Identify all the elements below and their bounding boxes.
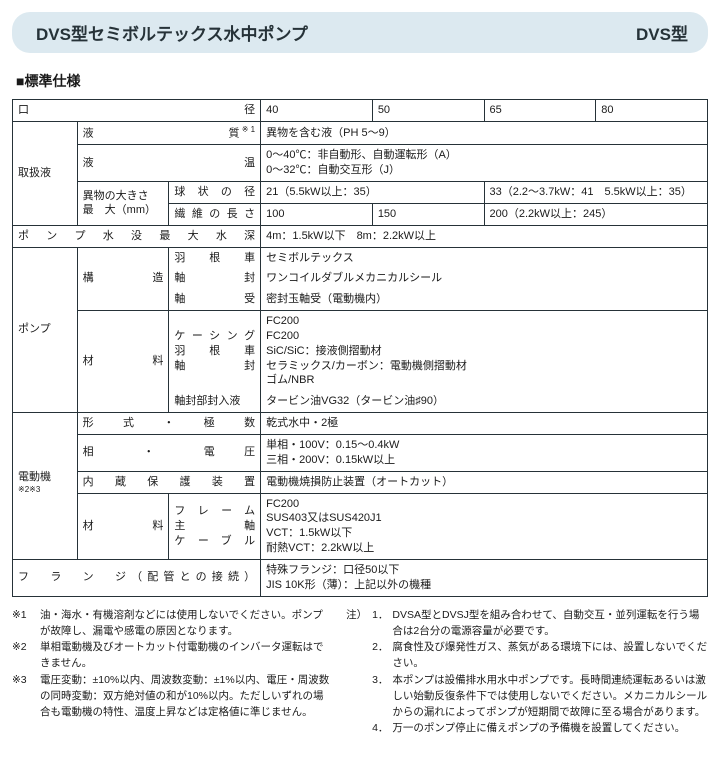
- section-heading: ■標準仕様: [16, 71, 708, 91]
- motor-mat-sub: フレーム 主軸 ケーブル: [169, 493, 261, 559]
- flange-value: 特殊フランジ：口径50以下JIS 10K形（薄）：上記以外の機種: [261, 559, 708, 596]
- bearing-value: 密封玉軸受（電動機内）: [261, 289, 708, 310]
- depth-value: 4m：1.5kW以下 8m：2.2kW以上: [261, 225, 708, 247]
- liquid-quality-label: 液 質※1: [77, 121, 260, 145]
- page-title: DVS型セミボルテックス水中ポンプ: [36, 20, 308, 45]
- motor-category: 電動機※2※3: [13, 413, 78, 560]
- structure-label: 構 造: [77, 247, 169, 311]
- pump-category: ポンプ: [13, 247, 78, 413]
- seal-fluid-value: タービン油VG32（タービン油♯90）: [261, 391, 708, 412]
- type-poles-label: 形 式 ・ 極 数: [77, 413, 260, 435]
- col-65: 65: [484, 100, 596, 122]
- spec-table: 口 径 40 50 65 80 取扱液 液 質※1 異物を含む液（PH 5～9）…: [12, 99, 708, 597]
- liquid-temp-label: 液 温: [77, 145, 260, 182]
- liquid-category: 取扱液: [13, 121, 78, 225]
- motor-material-label: 材 料: [77, 493, 169, 559]
- caliber-label: 口 径: [13, 100, 261, 122]
- col-40: 40: [261, 100, 373, 122]
- shaft-seal-value: ワンコイルダブルメカニカルシール: [261, 268, 708, 289]
- pump-mat-sub1: ケーシング 羽 根 車 軸 封: [169, 311, 261, 392]
- phase-volt-label: 相 ・ 電 圧: [77, 435, 260, 472]
- sphere-4050: 21（5.5kW以上：35）: [261, 182, 484, 204]
- impeller-label: 羽 根 車: [169, 247, 261, 268]
- shaft-seal-label: 軸 封: [169, 268, 261, 289]
- pump-material-label: 材 料: [77, 311, 169, 413]
- motor-mat-value: FC200 SUS403又はSUS420J1 VCT：1.5kW以下 耐熱VCT…: [261, 493, 708, 559]
- flange-label: フ ラ ン ジ（配管との接続）: [13, 559, 261, 596]
- sphere-6580: 33（2.2～3.7kW：41 5.5kW以上：35）: [484, 182, 707, 204]
- fiber-40: 100: [261, 203, 373, 225]
- protection-value: 電動機焼損防止装置（オートカット）: [261, 471, 708, 493]
- bearing-label: 軸 受: [169, 289, 261, 310]
- pump-mat-val1: FC200 FC200 SiC/SiC：接液側摺動材 セラミックス/カーボン：電…: [261, 311, 708, 392]
- depth-label: ポ ン プ 水 没 最 大 水 深: [13, 225, 261, 247]
- type-poles-value: 乾式水中・2極: [261, 413, 708, 435]
- fiber-label: 繊維の長さ: [169, 203, 261, 225]
- right-notes: 注）1．DVSA型とDVSJ型を組み合わせて、自動交互・並列運転を行う場合は2台…: [346, 607, 708, 737]
- left-notes: ※1油・海水・有機溶剤などには使用しないでください。ポンプが故障し、漏電や感電の…: [12, 607, 346, 737]
- impeller-value: セミボルテックス: [261, 247, 708, 268]
- title-bar: DVS型セミボルテックス水中ポンプ DVS型: [12, 12, 708, 53]
- table-row: 取扱液 液 質※1 異物を含む液（PH 5～9）: [13, 121, 708, 145]
- col-80: 80: [596, 100, 708, 122]
- fiber-50: 150: [372, 203, 484, 225]
- protection-label: 内 蔵 保 護 装 置: [77, 471, 260, 493]
- footnotes: ※1油・海水・有機溶剤などには使用しないでください。ポンプが故障し、漏電や感電の…: [12, 607, 708, 737]
- sphere-label: 球 状 の 径: [169, 182, 261, 204]
- liquid-temp-value: 0～40℃：非自動形、自動運転形（A）0～32℃：自動交互形（J）: [261, 145, 708, 182]
- phase-volt-value: 単相・100V：0.15～0.4kW三相・200V：0.15kW以上: [261, 435, 708, 472]
- fiber-6580: 200（2.2kW以上：245）: [484, 203, 707, 225]
- col-50: 50: [372, 100, 484, 122]
- seal-fluid-label: 軸封部封入液: [169, 391, 261, 412]
- foreign-size-label: 異物の大きさ最 大（mm）: [77, 182, 169, 226]
- model-label: DVS型: [636, 20, 688, 45]
- liquid-quality-value: 異物を含む液（PH 5～9）: [261, 121, 708, 145]
- header-row: 口 径 40 50 65 80: [13, 100, 708, 122]
